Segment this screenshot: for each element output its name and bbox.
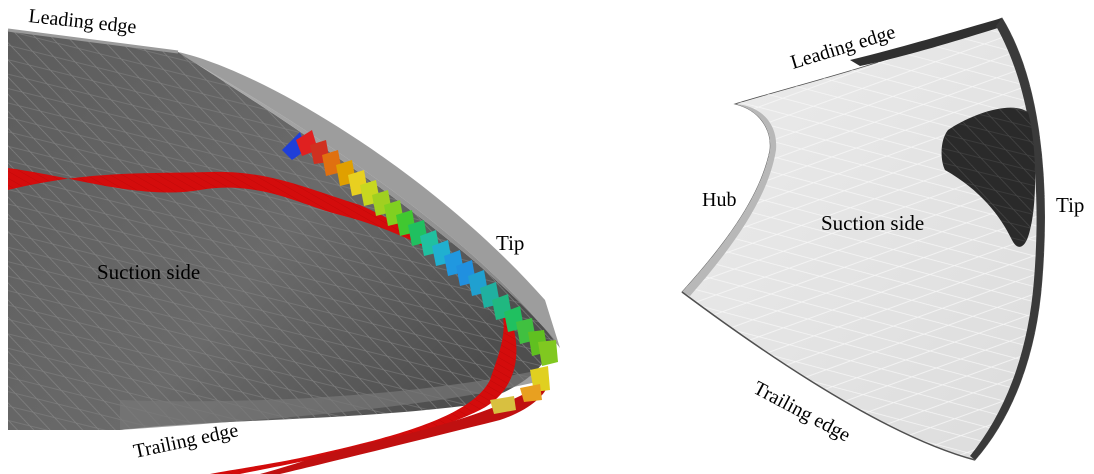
- right-blade-mesh: [682, 18, 1045, 460]
- left-tip-vortex: [282, 130, 558, 414]
- right-label-hub: Hub: [702, 189, 736, 211]
- left-blade-mesh: [8, 30, 555, 430]
- right-label-tip: Tip: [1056, 193, 1084, 217]
- left-trailing-edge-shade: [120, 370, 545, 430]
- right-label-suction-side: Suction side: [821, 211, 924, 235]
- left-leading-edge-line: [7, 28, 179, 54]
- left-panel: Leading edge Suction side Tip Trailing e…: [7, 5, 560, 474]
- right-trailing-edge-line: [681, 291, 976, 461]
- right-tip-edge-strip: [970, 18, 1045, 460]
- left-label-tip: Tip: [496, 231, 524, 255]
- left-label-suction-side: Suction side: [97, 260, 200, 284]
- right-panel: Leading edge Hub Suction side Tip Traili…: [681, 17, 1084, 461]
- right-cavity-mesh: [941, 107, 1036, 247]
- right-hub-shade: [682, 104, 777, 296]
- right-leading-edge-strip: [850, 18, 1004, 66]
